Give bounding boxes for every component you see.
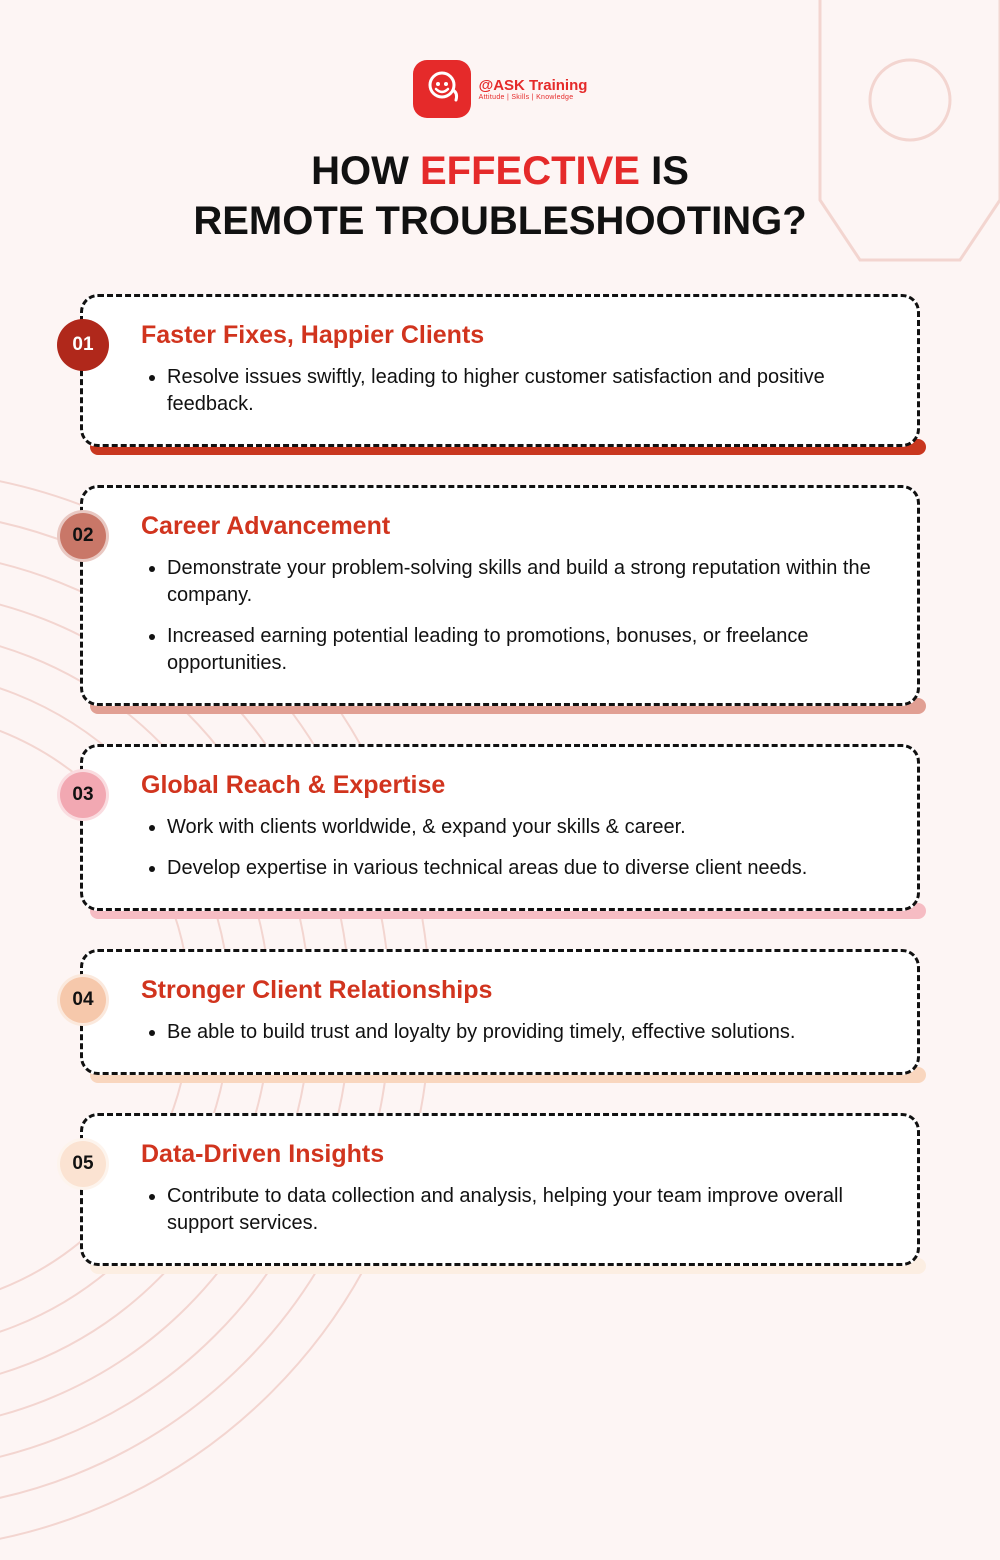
- card-body: 01Faster Fixes, Happier ClientsResolve i…: [80, 294, 920, 447]
- card: 02Career AdvancementDemonstrate your pro…: [80, 485, 920, 706]
- cards-list: 01Faster Fixes, Happier ClientsResolve i…: [80, 294, 920, 1266]
- card-body: 05Data-Driven InsightsContribute to data…: [80, 1113, 920, 1266]
- card-bullets: Demonstrate your problem-solving skills …: [141, 555, 887, 677]
- card-bullet: Work with clients worldwide, & expand yo…: [167, 814, 887, 841]
- card-bullets: Contribute to data collection and analys…: [141, 1183, 887, 1237]
- card-bullet: Contribute to data collection and analys…: [167, 1183, 887, 1237]
- card: 03Global Reach & ExpertiseWork with clie…: [80, 744, 920, 911]
- brand-subtitle: Attitude | Skills | Knowledge: [479, 94, 588, 101]
- card-title: Stronger Client Relationships: [141, 976, 887, 1005]
- card-bullets: Be able to build trust and loyalty by pr…: [141, 1019, 887, 1046]
- card-number-badge: 03: [57, 769, 109, 821]
- card-bullet: Resolve issues swiftly, leading to highe…: [167, 364, 887, 418]
- card-title: Data-Driven Insights: [141, 1140, 887, 1169]
- card-bullet: Develop expertise in various technical a…: [167, 855, 887, 882]
- card-number-badge: 04: [57, 974, 109, 1026]
- card-bullet: Demonstrate your problem-solving skills …: [167, 555, 887, 609]
- card-bullets: Work with clients worldwide, & expand yo…: [141, 814, 887, 882]
- card-body: 02Career AdvancementDemonstrate your pro…: [80, 485, 920, 706]
- brand-logo: @ASK Training Attitude | Skills | Knowle…: [80, 60, 920, 118]
- card-title: Faster Fixes, Happier Clients: [141, 321, 887, 350]
- card-number-badge: 05: [57, 1138, 109, 1190]
- card-body: 04Stronger Client RelationshipsBe able t…: [80, 949, 920, 1075]
- brand-title: @ASK Training: [479, 77, 588, 94]
- card: 05Data-Driven InsightsContribute to data…: [80, 1113, 920, 1266]
- card: 04Stronger Client RelationshipsBe able t…: [80, 949, 920, 1075]
- brand-logo-mark: [413, 60, 471, 118]
- card-title: Global Reach & Expertise: [141, 771, 887, 800]
- card-bullet: Increased earning potential leading to p…: [167, 623, 887, 677]
- card-number-badge: 01: [57, 319, 109, 371]
- card-body: 03Global Reach & ExpertiseWork with clie…: [80, 744, 920, 911]
- card-title: Career Advancement: [141, 512, 887, 541]
- card: 01Faster Fixes, Happier ClientsResolve i…: [80, 294, 920, 447]
- card-bullets: Resolve issues swiftly, leading to highe…: [141, 364, 887, 418]
- card-bullet: Be able to build trust and loyalty by pr…: [167, 1019, 887, 1046]
- page-headline: HOW EFFECTIVE IS REMOTE TROUBLESHOOTING?: [80, 146, 920, 246]
- card-number-badge: 02: [57, 510, 109, 562]
